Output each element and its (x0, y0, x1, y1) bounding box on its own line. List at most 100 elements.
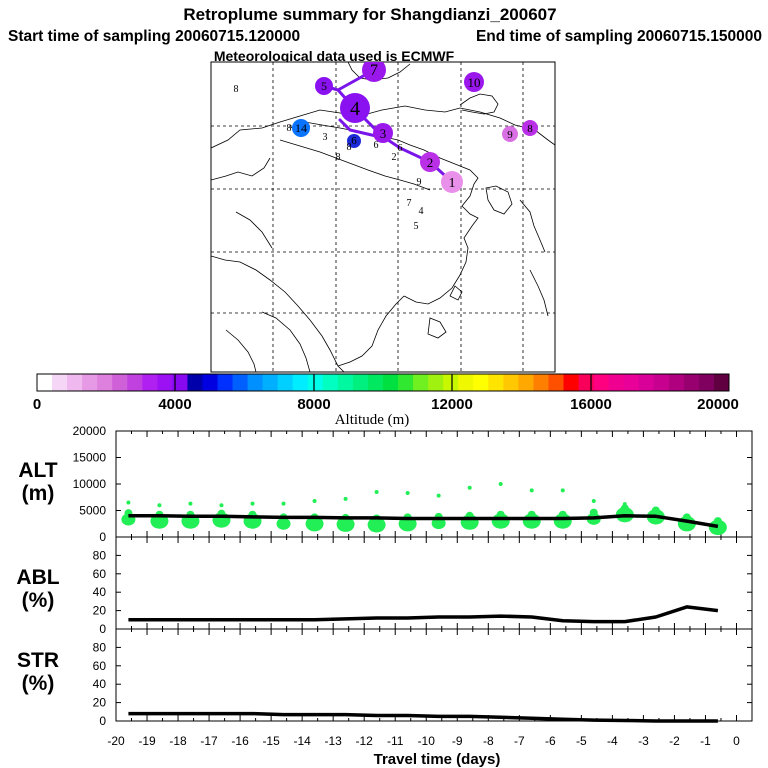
alt-cluster-marker (589, 508, 598, 517)
colorbar-cell (337, 374, 354, 391)
colorbar-cell (97, 374, 113, 391)
colorbar-cell (428, 374, 444, 391)
x-tick-label: -7 (514, 734, 525, 748)
alt-cluster-marker (305, 516, 324, 532)
y-tick-label: 80 (93, 640, 107, 654)
map-minor-label: 7 (407, 198, 412, 209)
x-axis-title: Travel time (days) (374, 751, 501, 768)
cluster-10-marker (464, 72, 484, 92)
met-data-label: Meteorological data used is ECMWF (214, 48, 455, 64)
y-tick-label: 40 (93, 585, 107, 599)
alt-cluster-marker (436, 493, 441, 498)
colorbar-cell (653, 374, 670, 391)
cluster-8-marker (522, 120, 538, 136)
cluster-4-label: 4 (350, 98, 360, 120)
alt-cluster-marker (312, 498, 317, 503)
map-minor-label: 8 (336, 152, 341, 163)
alt-cluster-marker (343, 496, 348, 501)
colorbar-cell (413, 374, 429, 391)
alt-cluster-marker (276, 517, 291, 530)
str-panel-content: 0 20 40 60 80 (93, 629, 752, 728)
colorbar-cell (623, 374, 640, 391)
cluster-2-marker (420, 152, 440, 172)
colorbar-cell (52, 374, 68, 391)
y-tick-label: 10000 (73, 477, 107, 491)
map-minor-label: 8 (234, 84, 239, 95)
alt-cluster-marker (126, 500, 131, 505)
y-tick-label: 60 (93, 567, 107, 581)
y-tick-label: 40 (93, 677, 107, 691)
map-minor-label: 9 (417, 177, 422, 188)
colorbar-cell (232, 374, 249, 391)
colorbar-cell (127, 374, 143, 391)
y-tick-label: 80 (93, 548, 107, 562)
map-coastlines (211, 62, 555, 372)
abl-panel-unit: (%) (22, 589, 55, 612)
cluster-14-label: 14 (295, 121, 307, 135)
chart-layer: 0 5000 10000 15000 20000 0 20 40 60 80 0 20 40 60 80 -2… (73, 424, 752, 748)
x-tick-label: -1 (700, 734, 711, 748)
altitude-colorbar: 0 4000 8000 12000 16000 20000 Altitude (… (33, 373, 739, 428)
map-minor-label: 8 (347, 142, 352, 153)
abl-panel-content: 0 20 40 60 80 (93, 537, 752, 636)
colorbar-cell (458, 374, 474, 391)
map-minor-label: 8 (287, 123, 292, 134)
colorbar-tick-20000: 20000 (697, 396, 739, 413)
alt-cluster-marker (529, 488, 534, 493)
alt-cluster-marker (708, 519, 727, 536)
colorbar-cell (322, 374, 339, 391)
colorbar-cell (262, 374, 279, 391)
alt-cluster-marker (653, 507, 658, 512)
colorbar-cell (202, 374, 218, 391)
colorbar-cell (593, 374, 610, 391)
cluster-10-label: 10 (468, 75, 481, 90)
colorbar-cell (683, 374, 700, 391)
cluster-1-marker (441, 171, 463, 193)
alt-cluster-marker (374, 489, 379, 494)
cluster-4-marker (340, 93, 370, 123)
colorbar-cell (307, 374, 324, 391)
cluster-5-label: 5 (321, 79, 327, 93)
alt-cluster-marker (219, 503, 224, 508)
y-tick-label: 5000 (79, 504, 106, 518)
alt-cluster-marker (527, 510, 536, 519)
str-mean-line (128, 711, 718, 723)
alt-cluster-marker (467, 485, 472, 490)
x-tick-label: -11 (387, 734, 404, 748)
colorbar-cell (217, 374, 233, 391)
colorbar-cell (608, 374, 625, 391)
colorbar-tick-8000: 8000 (297, 396, 330, 413)
alt-cluster-marker (622, 502, 627, 507)
colorbar-cell (518, 374, 534, 391)
alt-cluster-marker (620, 504, 629, 513)
y-tick-label: 20 (93, 604, 107, 618)
cluster-6-marker (347, 134, 361, 148)
cluster-9-label: 9 (507, 129, 513, 141)
str-panel-unit: (%) (22, 672, 55, 695)
colorbar-tick-0: 0 (33, 396, 41, 413)
colorbar-cell (548, 374, 564, 391)
x-tick-label: -10 (418, 734, 436, 748)
alt-panel-content: 0 5000 10000 15000 20000 (73, 424, 752, 544)
alt-cluster-marker (188, 501, 193, 506)
cluster-8-label: 8 (527, 123, 533, 135)
cluster-9-marker (502, 126, 518, 142)
colorbar-title: Altitude (m) (335, 412, 410, 428)
colorbar-cell (533, 374, 549, 391)
colorbar-cell (578, 374, 595, 391)
map-minor-label: 2 (392, 152, 397, 163)
y-tick-label: 15000 (73, 451, 107, 465)
map-minor-label: 6 (398, 143, 403, 154)
map-minor-label: 6 (374, 140, 379, 151)
cluster-1-label: 1 (449, 176, 456, 191)
colorbar-cell (292, 374, 309, 391)
x-tick-label: -12 (356, 734, 374, 748)
time-series-panels: ALT (m) ABL (%) STR (%) 0 5000 10000 15000 2… (16, 424, 753, 768)
y-tick-label: 20 (93, 696, 107, 710)
x-tick-label: -4 (607, 734, 618, 748)
y-tick-label: 60 (93, 659, 107, 673)
colorbar-cell (398, 374, 414, 391)
alt-cluster-marker (281, 501, 286, 506)
x-tick-label: -3 (638, 734, 649, 748)
colorbar-tick-4000: 4000 (158, 396, 191, 413)
